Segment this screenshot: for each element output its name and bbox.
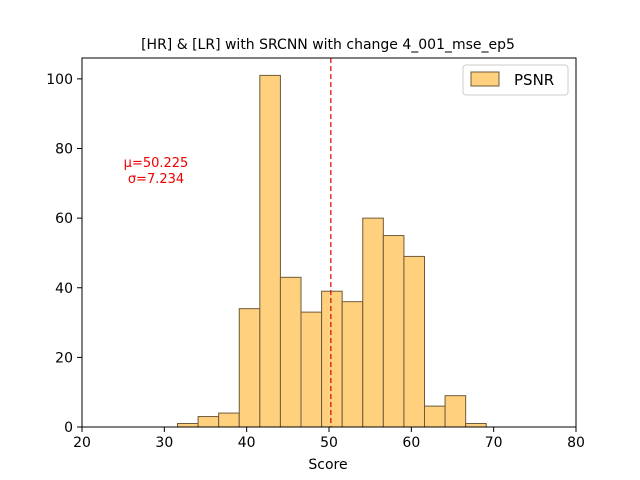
y-tick-label: 80 [55, 142, 73, 158]
chart-title: [HR] & [LR] with SRCNN with change 4_001… [141, 37, 515, 53]
y-tick-label: 20 [55, 350, 73, 366]
histogram-bar [238, 308, 261, 428]
histogram-bar [259, 74, 281, 428]
histogram-bar [177, 423, 199, 428]
y-tick-label: 40 [55, 281, 73, 297]
histogram-bar [444, 395, 467, 428]
x-tick-label: 50 [320, 435, 338, 451]
histogram-bar [424, 405, 446, 428]
bars-group [177, 74, 487, 428]
legend: PSNR [462, 64, 569, 96]
histogram-bar [300, 311, 323, 428]
histogram-bar [465, 423, 487, 428]
x-tick-label: 60 [402, 435, 420, 451]
histogram-bar [321, 290, 343, 428]
x-tick-label: 30 [155, 435, 173, 451]
mean-annotation: μ=50.225 [124, 156, 189, 171]
y-tick-label: 0 [64, 420, 73, 436]
histogram-bar [341, 301, 364, 428]
histogram-bar [403, 255, 426, 428]
histogram-bar [197, 416, 220, 428]
histogram-bar [362, 217, 384, 428]
y-tick-label: 60 [55, 211, 73, 227]
legend-swatch [470, 71, 500, 87]
x-tick-label: 20 [73, 435, 91, 451]
histogram-bar [382, 235, 405, 428]
x-tick-label: 40 [238, 435, 256, 451]
sigma-annotation: σ=7.234 [128, 172, 184, 187]
y-axis-ticks: 0 20 40 60 80 100 [46, 72, 82, 436]
histogram-bar [218, 412, 240, 428]
histogram-bar [279, 276, 302, 428]
legend-label: PSNR [514, 71, 554, 89]
x-axis-label: Score [308, 457, 347, 473]
x-tick-label: 80 [567, 435, 585, 451]
x-tick-label: 70 [485, 435, 503, 451]
x-axis-ticks: 20 30 40 50 60 70 80 [73, 427, 585, 451]
y-tick-label: 100 [46, 72, 73, 88]
